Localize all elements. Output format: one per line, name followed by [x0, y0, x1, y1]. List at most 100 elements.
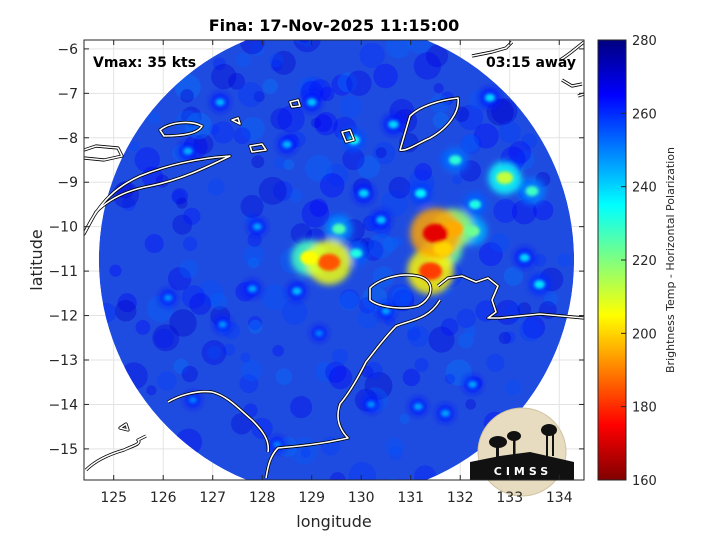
swath-texture-cell — [320, 86, 335, 102]
x-tick-label: 125 — [100, 490, 127, 506]
swath-texture-cell — [498, 120, 521, 144]
swath-texture-cell — [503, 266, 524, 286]
cell-core — [469, 199, 482, 210]
swath-texture-cell — [300, 447, 311, 458]
y-tick-label: −14 — [48, 397, 78, 413]
swath-texture-cell — [444, 373, 456, 384]
swath-texture-cell — [297, 76, 318, 97]
cell-core — [366, 400, 376, 408]
swath-texture-cell — [181, 365, 199, 383]
swath-texture-cell — [414, 357, 429, 372]
swath-texture-cell — [270, 59, 283, 72]
swath-texture-cell — [460, 133, 482, 155]
cell-core — [381, 307, 391, 315]
swath-texture-cell — [283, 159, 295, 171]
swath-texture-cell — [172, 190, 186, 204]
cell-core — [534, 280, 545, 289]
cell-core — [376, 216, 387, 224]
swath-texture-cell — [182, 236, 198, 251]
swath-texture-cell — [305, 154, 333, 182]
colorbar-tick-label: 160 — [632, 474, 657, 489]
x-tick-label: 130 — [348, 490, 375, 506]
swath-texture-cell — [357, 307, 380, 330]
y-tick-label: −11 — [48, 264, 78, 280]
swath-texture-cell — [511, 199, 537, 225]
swath-texture-cell — [248, 319, 263, 334]
swath-texture-cell — [346, 70, 372, 96]
swath-texture-cell — [465, 398, 477, 410]
swath-texture-cell — [189, 293, 212, 315]
swath-texture-cell — [180, 89, 194, 103]
x-tick-label: 129 — [298, 490, 325, 506]
swath-texture-cell — [489, 232, 510, 253]
swath-texture-cell — [314, 361, 336, 382]
swath-texture-cell — [207, 345, 222, 360]
swath-texture-cell — [272, 344, 284, 357]
swath-texture-cell — [112, 181, 140, 209]
swath-texture-cell — [239, 374, 259, 394]
swath-texture-cell — [251, 155, 265, 169]
cell-core — [282, 140, 292, 149]
swath-texture-cell — [348, 461, 377, 480]
swath-texture-cell — [402, 368, 421, 387]
swath-texture-cell — [331, 74, 353, 96]
swath-texture-cell — [388, 176, 411, 199]
cell-core — [306, 98, 317, 107]
swath-texture-cell — [458, 333, 474, 349]
swath-texture-cell — [173, 358, 189, 374]
swath-texture-cell — [275, 368, 293, 385]
x-tick-label: 133 — [496, 490, 523, 506]
swath-texture-cell — [440, 318, 459, 336]
swath-texture-cell — [385, 437, 404, 456]
swath-texture-cell — [486, 353, 505, 372]
swath-texture-cell — [262, 78, 278, 95]
vmax-annotation: Vmax: 35 kts — [93, 55, 196, 71]
swath-texture-cell — [250, 42, 265, 57]
swath-texture-cell — [248, 315, 263, 331]
cell-core — [414, 188, 427, 198]
swath-texture-cell — [240, 116, 265, 141]
swath-texture-cell — [174, 73, 201, 101]
x-tick-label: 128 — [249, 490, 276, 506]
cell-core — [440, 409, 450, 417]
swath-texture-cell — [519, 319, 542, 342]
colorbar-tick-label: 260 — [632, 107, 657, 122]
x-tick-label: 126 — [150, 490, 177, 506]
x-tick-label: 127 — [199, 490, 226, 506]
coastlines — [84, 40, 584, 479]
swath-texture-cell — [167, 267, 192, 291]
swath-texture-cell — [114, 299, 137, 322]
swath-texture-cell — [201, 340, 227, 365]
swath-texture-cell — [181, 285, 206, 309]
cell-core — [188, 396, 198, 404]
cell-core — [292, 287, 302, 295]
swath-texture-cell — [406, 40, 433, 54]
colorbar-tick-label: 180 — [632, 401, 657, 416]
tick-marks — [84, 40, 584, 480]
cell-core — [418, 262, 443, 280]
swath-texture-cell — [505, 379, 521, 396]
swath-texture-cell — [281, 299, 308, 326]
cell-core — [525, 186, 539, 197]
swath-texture-cell — [253, 90, 265, 103]
swath-texture-cell — [381, 190, 408, 217]
swath-texture-cell — [301, 200, 330, 228]
swath-texture-cell — [372, 141, 396, 165]
cell-core — [315, 330, 324, 337]
cell-core — [247, 285, 257, 293]
swath-texture-cell — [183, 207, 201, 225]
swath-texture-cell — [365, 361, 383, 380]
swath-texture-cell — [210, 292, 228, 310]
cell-core — [413, 403, 423, 411]
y-tick-label: −7 — [57, 86, 78, 102]
swath-texture-cell — [247, 232, 262, 247]
swath-texture-cell — [413, 52, 442, 80]
cell-core — [332, 223, 346, 235]
cell-core — [252, 223, 262, 231]
swath-texture-cell — [157, 371, 177, 391]
cell-core — [468, 380, 478, 389]
swath-texture-cell — [407, 327, 421, 341]
cell-core — [218, 320, 227, 328]
swath-texture-cell — [503, 331, 516, 344]
swath-texture-cell — [498, 331, 512, 345]
